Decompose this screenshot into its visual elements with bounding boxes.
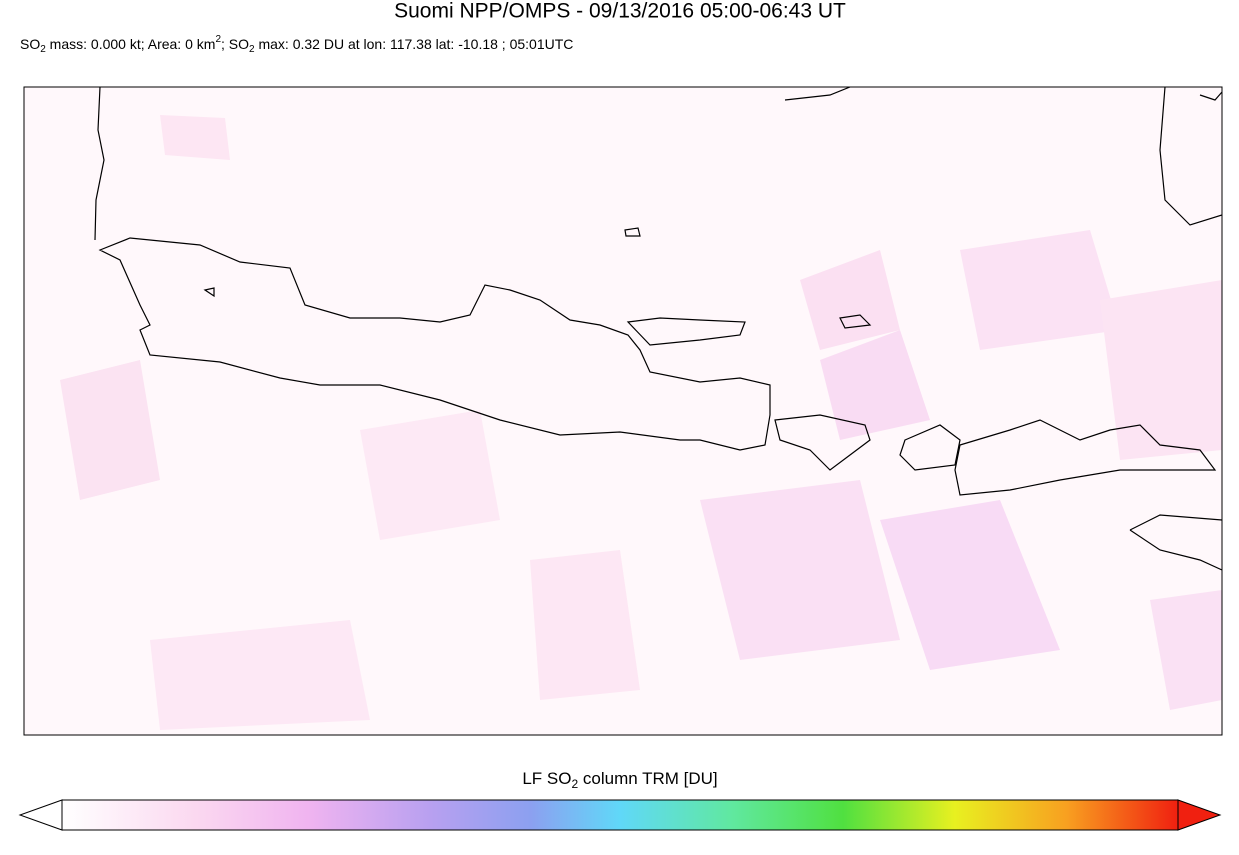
colorbar-over [1177,799,1222,831]
colorbar-label-part: 2 [571,777,578,791]
colorbar-label-part: LF SO [522,769,571,788]
coastline [784,87,851,101]
coastline [899,424,961,471]
subtitle-part: 2 [249,44,255,55]
subtitle-part: mass: 0.000 kt; Area: 0 km [46,36,216,52]
subtitle-part: ; SO [221,36,249,52]
title: Suomi NPP/OMPS - 09/13/2016 05:00-06:43 … [394,0,846,23]
map-area [24,87,1222,735]
colorbar [61,799,1179,831]
coastlines [94,87,1222,571]
colorbar-label: LF SO2 column TRM [DU] [522,769,717,791]
colorbar-label-part: column TRM [DU] [578,769,718,788]
coastline [774,414,871,471]
subtitle-part: 2 [215,34,221,45]
coastline [954,419,1217,496]
subtitle-part: max: 0.32 DU at lon: 117.38 lat: -10.18 … [255,36,574,52]
subtitle-part: 2 [40,44,46,55]
coastline [98,237,771,451]
coastline [203,227,872,329]
coastline [626,317,746,346]
coastline [1129,514,1222,571]
map-frame [23,86,1223,736]
so2-patches [60,115,1222,730]
subtitle: SO2 mass: 0.000 kt; Area: 0 km2; SO2 max… [20,34,573,55]
coastline [1159,87,1222,226]
coastline [94,87,105,241]
subtitle-part: SO [20,36,40,52]
colorbar-under [18,799,63,831]
coastline [1199,91,1222,101]
